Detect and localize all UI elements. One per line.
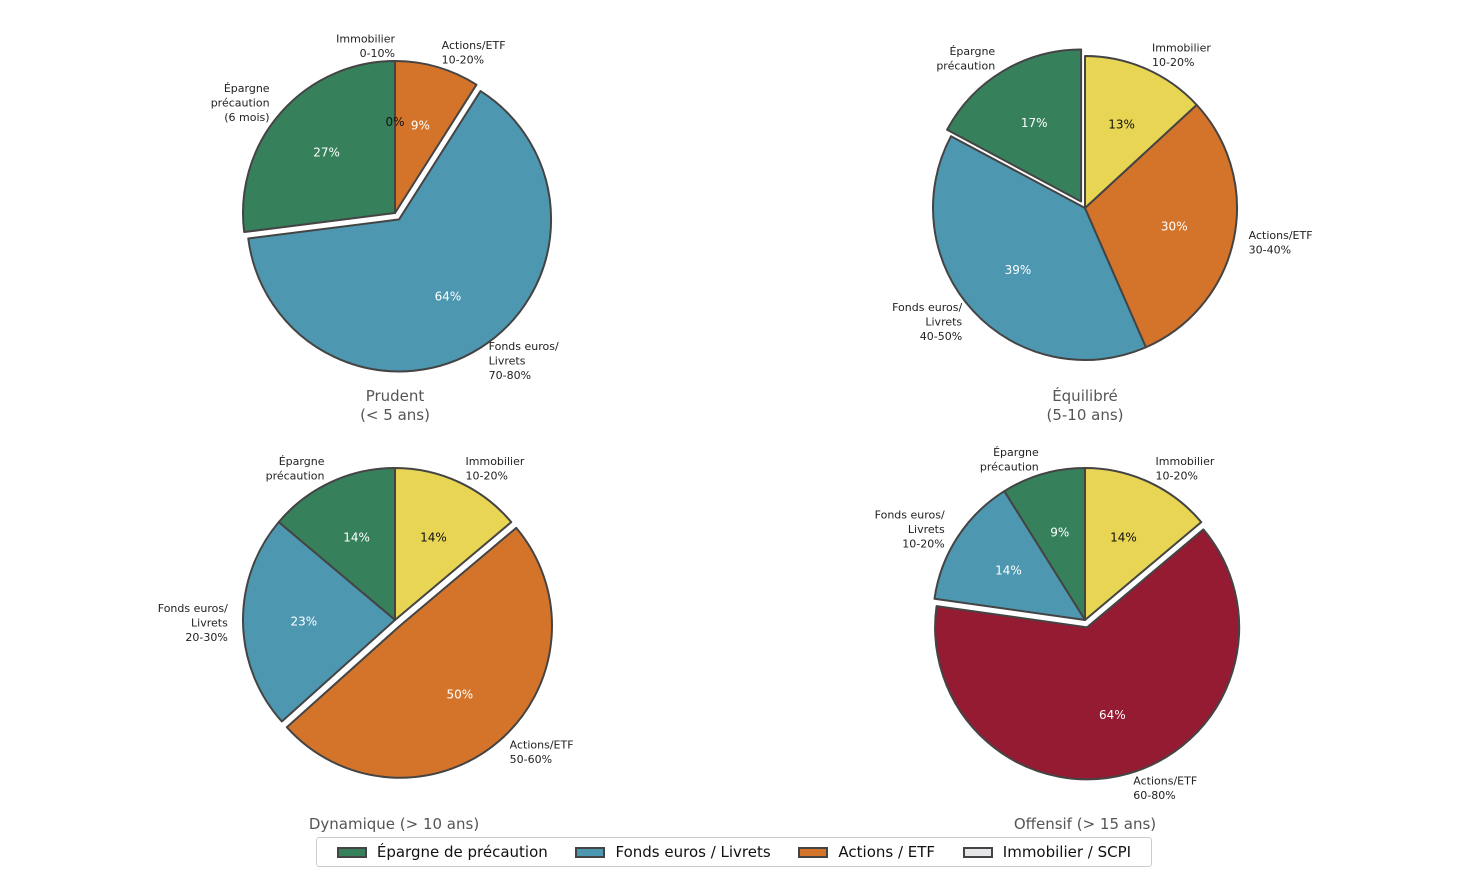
legend-label: Épargne de précaution: [376, 843, 548, 861]
slice-label: Épargne précaution (6 mois): [211, 82, 270, 124]
slice-label: Épargne précaution: [936, 45, 995, 73]
pct-label: 14%: [420, 530, 447, 544]
pct-label: 17%: [1021, 116, 1048, 130]
pct-label: 14%: [1110, 530, 1137, 544]
slice-label: Immobilier 10-20%: [466, 455, 525, 483]
pie-slice: [932, 135, 1147, 361]
legend-item-actions: Actions / ETF: [798, 843, 935, 861]
legend-label: Immobilier / SCPI: [1002, 843, 1132, 861]
slice-label: Immobilier 0-10%: [336, 33, 395, 61]
slice-label: Actions/ETF 50-60%: [510, 739, 574, 767]
pie-slice: [933, 490, 1086, 621]
pct-label: 27%: [313, 146, 340, 160]
pie-title: Prudent (< 5 ans): [360, 387, 430, 424]
legend-item-epargne: Épargne de précaution: [336, 843, 548, 861]
pct-label: 14%: [995, 563, 1022, 577]
pie-slice: [242, 60, 396, 234]
legend-item-immobilier: Immobilier / SCPI: [962, 843, 1132, 861]
legend-swatch: [798, 846, 829, 858]
legend-swatch: [962, 846, 993, 858]
pie-slice: [1084, 467, 1203, 621]
legend-label: Actions / ETF: [838, 843, 936, 861]
pct-label: 0%: [385, 115, 404, 129]
pie-slice: [934, 528, 1241, 781]
pie-slice: [946, 48, 1083, 203]
pie-slice: [1084, 55, 1198, 209]
pie-slice: [394, 467, 513, 621]
pie-2: 17% Épargne précaution 39% Fonds euros/Livre…: [892, 42, 1312, 424]
slice-label: Actions/ETF 10-20%: [442, 39, 506, 67]
pct-label: 39%: [1005, 263, 1032, 277]
pie-slice: [1084, 103, 1238, 349]
pie-slice: [242, 521, 396, 723]
slice-label: Fonds euros/Livrets 70-80%: [489, 340, 559, 382]
pie-4: 9% Épargne précaution 14% Fonds euros/Livret…: [875, 446, 1241, 833]
pie-title: Équilibré (5-10 ans): [1046, 386, 1123, 424]
pct-label: 14%: [343, 530, 370, 544]
pct-label: 50%: [446, 688, 473, 702]
pie-slice: [285, 526, 553, 779]
slice-label: Fonds euros/Livrets 20-30%: [158, 602, 228, 644]
pct-label: 30%: [1161, 220, 1188, 234]
pct-label: 64%: [435, 289, 462, 303]
pct-label: 9%: [411, 118, 430, 132]
slice-label: Fonds euros/Livrets 40-50%: [892, 301, 962, 343]
slice-label: Immobilier 10-20%: [1156, 455, 1215, 483]
legend-label: Fonds euros / Livrets: [615, 843, 771, 861]
pie-title: Dynamique (> 10 ans): [309, 815, 479, 833]
pct-label: 64%: [1099, 708, 1126, 722]
slice-label: Épargne précaution: [266, 455, 325, 483]
pie-1: 27% Épargne précaution (6 mois) 64% Fonds eur…: [211, 33, 559, 424]
pct-label: 9%: [1050, 525, 1069, 539]
slice-label: Immobilier 10-20%: [1152, 42, 1211, 70]
legend-item-fonds: Fonds euros / Livrets: [575, 843, 771, 861]
pie-title: Offensif (> 15 ans): [1014, 815, 1156, 833]
legend: Épargne de précaution Fonds euros / Livr…: [316, 837, 1152, 867]
pct-label: 13%: [1108, 117, 1135, 131]
pie-slice: [277, 467, 396, 621]
pie-slice: [247, 90, 553, 373]
legend-swatch: [575, 846, 606, 858]
slice-label: Fonds euros/Livrets 10-20%: [875, 509, 945, 551]
pct-label: 23%: [290, 614, 317, 628]
slice-label: Actions/ETF 30-40%: [1249, 229, 1313, 256]
legend-swatch: [336, 846, 367, 858]
pie-slice: [394, 60, 478, 214]
pie-3: 14% Épargne précaution 23% Fonds euros/Livre…: [158, 455, 574, 833]
slice-label: Actions/ETF 60-80%: [1133, 775, 1197, 803]
slice-label: Épargne précaution: [980, 446, 1039, 474]
pie-slice: [1003, 467, 1086, 621]
